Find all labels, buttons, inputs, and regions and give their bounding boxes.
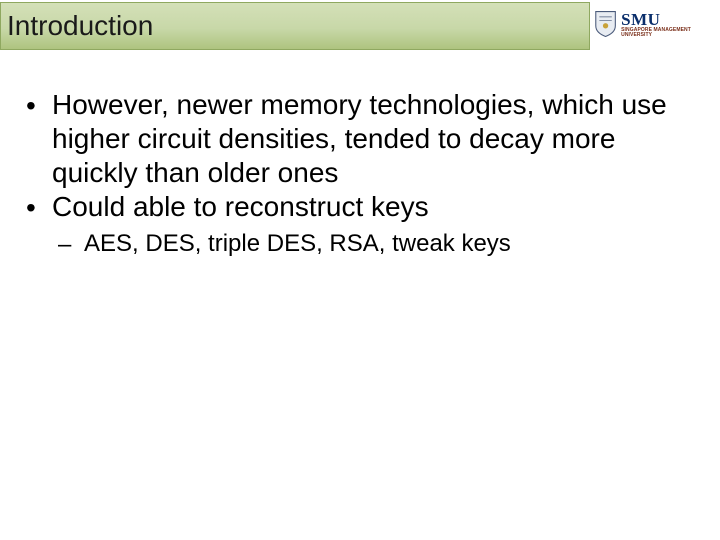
- logo-crest-icon: [594, 8, 617, 40]
- bullet-text: However, newer memory technologies, whic…: [52, 88, 700, 190]
- bullet-marker: •: [20, 88, 52, 124]
- logo-sub-text: SINGAPORE MANAGEMENT UNIVERSITY: [621, 28, 712, 38]
- slide-title: Introduction: [7, 10, 153, 42]
- bullet-marker: •: [20, 190, 52, 226]
- sub-bullet-text: AES, DES, triple DES, RSA, tweak keys: [84, 229, 511, 259]
- logo-text: SMU SINGAPORE MANAGEMENT UNIVERSITY: [621, 11, 712, 38]
- university-logo: SMU SINGAPORE MANAGEMENT UNIVERSITY: [594, 4, 712, 44]
- slide-body: • However, newer memory technologies, wh…: [20, 88, 700, 260]
- logo-main-text: SMU: [621, 11, 712, 28]
- bullet-item: • Could able to reconstruct keys: [20, 190, 700, 226]
- sub-bullet-marker: –: [58, 229, 84, 260]
- title-bar: Introduction: [0, 2, 590, 50]
- bullet-text: Could able to reconstruct keys: [52, 190, 429, 224]
- sub-bullet-item: – AES, DES, triple DES, RSA, tweak keys: [20, 229, 700, 260]
- bullet-item: • However, newer memory technologies, wh…: [20, 88, 700, 190]
